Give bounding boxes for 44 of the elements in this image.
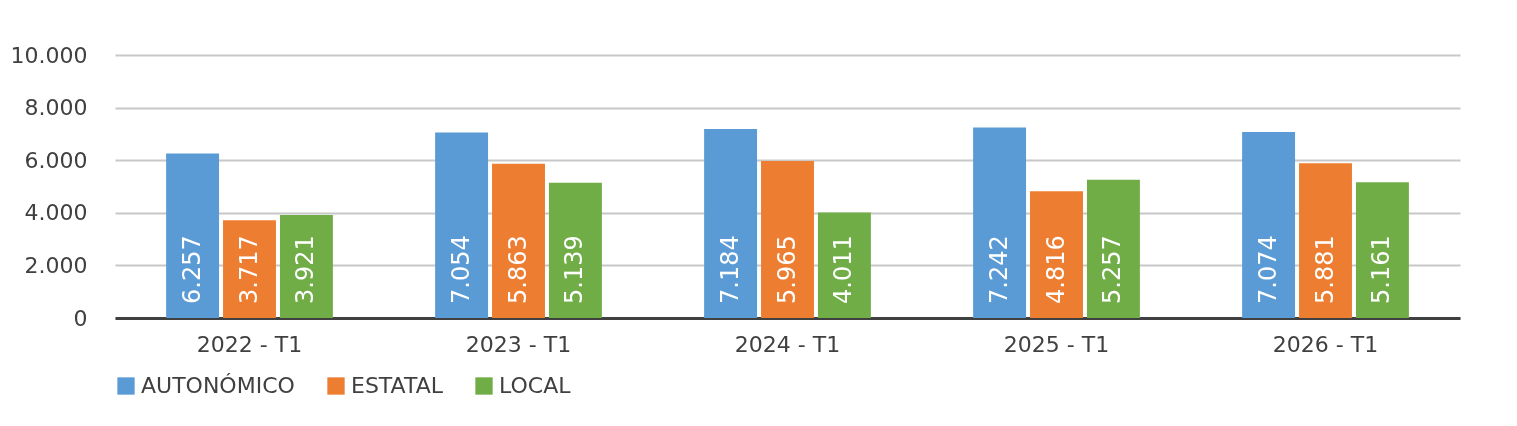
y-tick-label: 6.000 [24, 147, 88, 173]
data-label: 7.074 [1253, 235, 1282, 304]
x-tick-label: 2026 - T1 [1272, 331, 1379, 357]
bar [817, 212, 871, 318]
legend-label: AUTONÓMICO [141, 373, 295, 398]
bar [223, 220, 276, 318]
data-label: 7.054 [446, 235, 475, 304]
data-label: 5.257 [1098, 235, 1127, 304]
data-label: 5.881 [1310, 235, 1339, 304]
data-label: 3.717 [234, 235, 263, 304]
bar [548, 182, 602, 318]
data-label: 5.139 [560, 235, 589, 304]
bar [1242, 131, 1296, 318]
bar [1299, 163, 1352, 318]
data-label: 5.965 [772, 235, 801, 304]
y-tick-label: 4.000 [24, 200, 88, 226]
bar [435, 132, 489, 318]
x-tick-label: 2024 - T1 [734, 331, 841, 357]
data-label: 4.816 [1041, 235, 1070, 304]
legend-label: ESTATAL [351, 373, 444, 398]
bar [973, 127, 1027, 318]
data-label: 4.011 [829, 235, 858, 304]
bar [1030, 191, 1083, 318]
bar [166, 153, 220, 318]
data-label: 7.242 [984, 235, 1013, 304]
data-label: 5.863 [503, 235, 532, 304]
bar [1355, 182, 1409, 318]
data-label: 7.184 [715, 235, 744, 304]
data-label: 6.257 [177, 235, 206, 304]
x-tick-label: 2023 - T1 [465, 331, 572, 357]
bar [761, 161, 814, 318]
data-label: 5.161 [1367, 235, 1396, 304]
bar [279, 214, 333, 318]
y-tick-label: 10.000 [10, 42, 88, 68]
y-tick-label: 0 [73, 305, 88, 331]
x-tick-label: 2025 - T1 [1003, 331, 1110, 357]
bar [492, 163, 545, 318]
legend-label: LOCAL [499, 373, 572, 398]
data-label: 3.921 [291, 235, 320, 304]
y-tick-label: 2.000 [24, 252, 88, 278]
bar [704, 129, 758, 318]
bar [1086, 179, 1140, 318]
x-tick-label: 2022 - T1 [196, 331, 303, 357]
y-tick-label: 8.000 [24, 95, 88, 121]
